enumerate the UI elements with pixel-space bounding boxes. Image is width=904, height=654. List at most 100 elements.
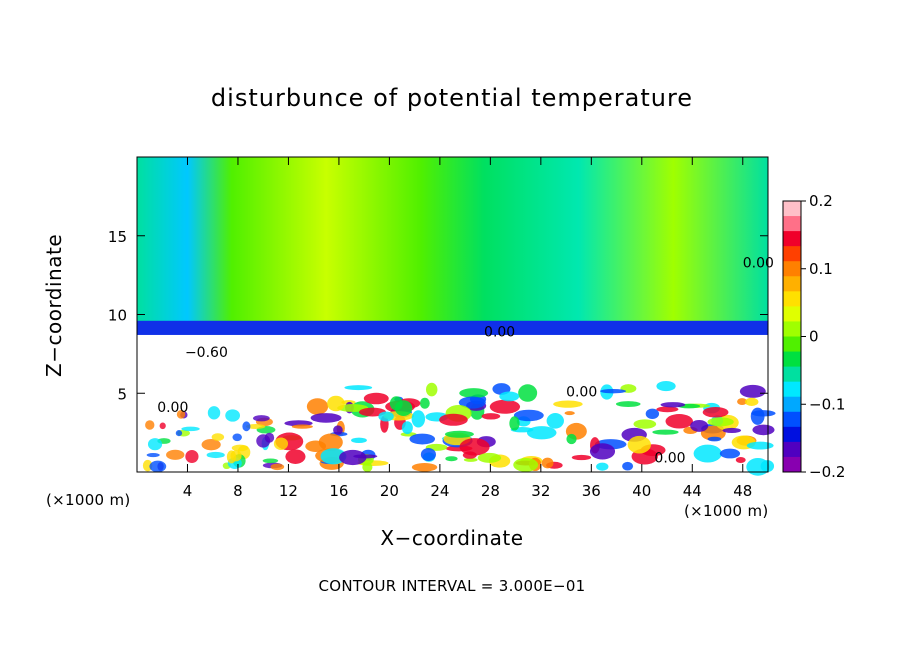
field-blob [627, 435, 651, 454]
x-tick-label: 36 [582, 482, 601, 500]
field-blob [499, 391, 520, 402]
field-blob [378, 411, 394, 422]
field-blob [752, 424, 775, 436]
x-unit-label-right: (×1000 m) [684, 502, 769, 520]
y-tick-label: 5 [117, 385, 127, 403]
field-blob [665, 414, 693, 429]
colorbar-swatch [783, 216, 801, 232]
field-blob [553, 400, 583, 408]
field-blob [444, 430, 474, 438]
field-blob [420, 448, 436, 461]
field-blob [264, 432, 275, 443]
contour-label: −0.60 [185, 345, 228, 361]
field-blob [411, 463, 438, 472]
field-blob [337, 404, 369, 412]
field-blob [232, 433, 242, 442]
field-blob [201, 439, 221, 451]
contour-label: 0.00 [484, 325, 515, 341]
field-blob [656, 406, 679, 413]
field-blob [230, 450, 242, 462]
field-blob [166, 449, 185, 460]
cold-band [137, 320, 768, 335]
field-blob [566, 433, 577, 445]
field-blob [310, 413, 342, 423]
field-blob [146, 452, 160, 458]
field-blob [262, 458, 279, 464]
field-blob [411, 410, 426, 428]
colorbar-swatch [783, 351, 801, 368]
x-tick-label: 40 [632, 482, 651, 500]
field-blob [707, 436, 722, 442]
colorbar-swatch [783, 201, 801, 217]
field-blob [211, 433, 225, 441]
field-blob [462, 451, 477, 459]
field-blob [564, 411, 575, 416]
field-blob [176, 409, 186, 419]
colorbar-tick-label: −0.1 [809, 395, 845, 413]
field-blob [231, 444, 249, 452]
field-blob [181, 426, 200, 432]
field-blob [445, 456, 458, 462]
field-blob [509, 416, 520, 431]
field-blob [419, 397, 430, 409]
field-blob [439, 413, 468, 426]
field-blob [175, 430, 183, 437]
field-blob [245, 424, 266, 429]
field-blob [541, 457, 554, 469]
field-blob [744, 397, 759, 406]
field-blob [518, 384, 538, 402]
field-blob [656, 381, 676, 392]
field-blob [463, 457, 478, 462]
colorbar-swatch [783, 291, 801, 307]
field-blob [690, 419, 709, 432]
field-blob [571, 454, 592, 461]
colorbar-tick-label: 0.2 [809, 192, 833, 210]
field-blob [746, 441, 774, 450]
field-blob [344, 385, 373, 391]
field-blob [546, 413, 564, 429]
field-blob [459, 388, 489, 398]
field-blob [242, 421, 251, 432]
colorbar-swatch [783, 411, 801, 428]
colorbar-swatch [783, 261, 801, 277]
field-blob [425, 382, 438, 397]
field-blob [306, 398, 329, 415]
colorbar-tick-label: 0 [809, 328, 819, 346]
colorbar-swatch [783, 276, 801, 292]
colorbar-tick-label: −0.2 [809, 463, 845, 481]
field-blob [599, 388, 627, 394]
field-blob [693, 444, 722, 463]
colorbar-swatch [783, 456, 801, 473]
field-blob [513, 458, 539, 472]
field-blob [273, 437, 289, 450]
x-axis-label: X−coordinate [380, 526, 524, 550]
field-blob [615, 401, 641, 407]
x-tick-label: 32 [531, 482, 550, 500]
field-blob [622, 461, 634, 471]
colorbar-swatch [783, 231, 801, 247]
field-blob [737, 398, 748, 406]
field-blob [206, 451, 225, 459]
chart-title: disturbunce of potential temperature [210, 84, 694, 112]
field-blob [481, 413, 501, 420]
field-blob [458, 396, 486, 409]
y-axis-label: Z−coordinate [42, 233, 66, 377]
contour-interval-note: CONTOUR INTERVAL = 3.000E−01 [318, 577, 586, 595]
field-blob [652, 429, 679, 435]
field-blob [633, 419, 657, 429]
colorbar-swatch [783, 246, 801, 262]
field-blob [596, 462, 609, 471]
colorbar-swatch [783, 441, 801, 458]
field-blob [147, 438, 163, 451]
colorbar-swatch [783, 366, 801, 383]
x-tick-label: 8 [233, 482, 243, 500]
colorbar-swatch [783, 426, 801, 443]
field-blob [327, 395, 345, 412]
field-blob [159, 422, 166, 430]
colorbar-swatch [783, 381, 801, 398]
field-blob [401, 421, 413, 435]
field-blob [291, 424, 313, 429]
x-tick-label: 20 [380, 482, 399, 500]
colorbar-swatch [783, 321, 801, 337]
